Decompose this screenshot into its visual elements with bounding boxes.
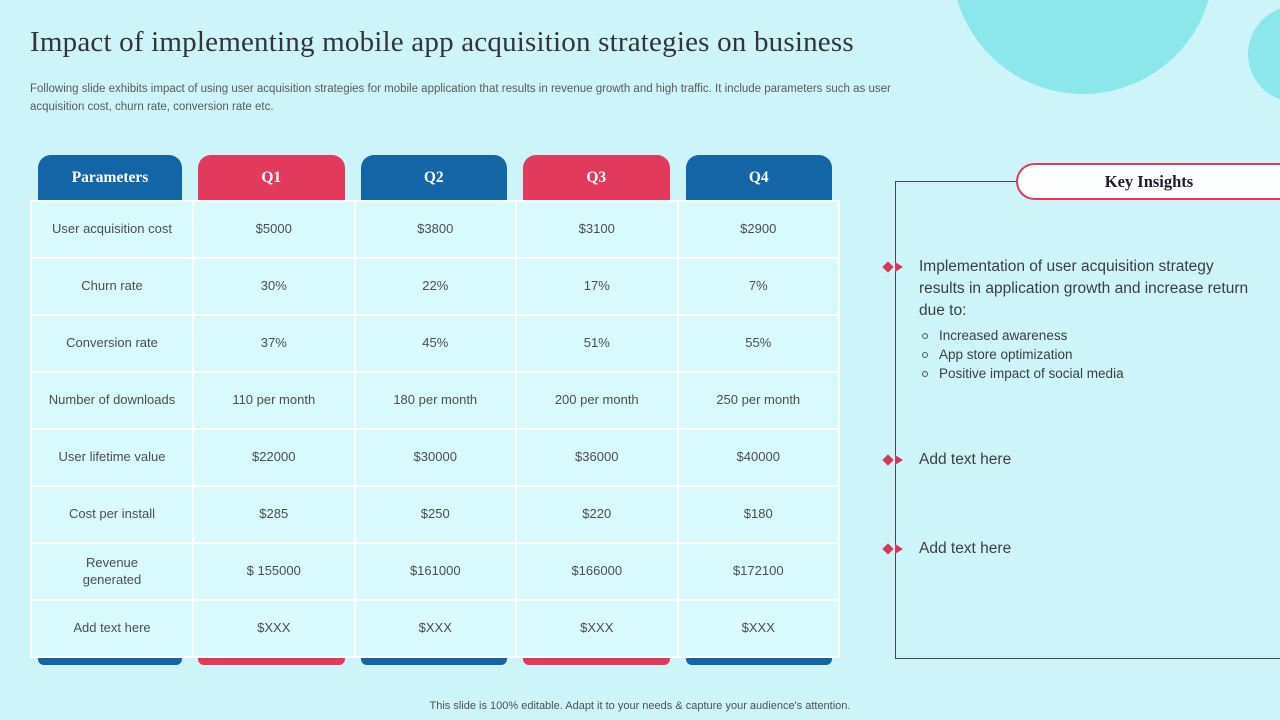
row-label: Number of downloads (32, 373, 192, 428)
table-cell: 55% (678, 316, 838, 371)
circle-bullet-icon (922, 370, 928, 377)
table-cell: $3800 (355, 202, 515, 257)
diamond-arrow-bullet-icon (882, 454, 903, 466)
table-body: User acquisition cost $5000 $3800 $3100 … (30, 200, 840, 658)
column-accent-bar (523, 658, 670, 665)
table-cell: 7% (678, 259, 838, 314)
insight-item: Add text here (882, 449, 1260, 471)
diamond-arrow-bullet-icon (882, 543, 903, 555)
table-header-row: Parameters Q1 Q2 Q3 Q4 (30, 155, 840, 200)
insight-subitem-text: Increased awareness (939, 328, 1068, 343)
table-cell: 250 per month (678, 373, 838, 428)
column-accent-bar (38, 658, 182, 665)
diamond-arrow-bullet-icon (882, 261, 903, 273)
insights-connector-bottom (895, 658, 1280, 659)
table-cell: 200 per month (517, 373, 677, 428)
table-cell: $22000 (194, 430, 354, 485)
table-cell: $166000 (517, 544, 677, 599)
table-cell: 180 per month (355, 373, 515, 428)
arrow-shape (895, 544, 903, 554)
diamond-shape (882, 454, 894, 466)
table-cell: $XXX (355, 601, 515, 656)
row-label: Cost per install (32, 487, 192, 542)
row-label: Conversion rate (32, 316, 192, 371)
diamond-shape (882, 543, 894, 555)
row-label: User lifetime value (32, 430, 192, 485)
table-cell: $40000 (678, 430, 838, 485)
table-cell: $36000 (517, 430, 677, 485)
table-cell: 110 per month (194, 373, 354, 428)
row-label: Churn rate (32, 259, 192, 314)
table-cell: $220 (517, 487, 677, 542)
insight-item: Implementation of user acquisition strat… (882, 256, 1260, 383)
insight-text: Implementation of user acquisition strat… (919, 258, 1249, 319)
header-q3: Q3 (523, 155, 670, 200)
insight-subitem-text: Positive impact of social media (939, 366, 1124, 381)
arrow-shape (895, 455, 903, 465)
circle-bullet-icon (922, 351, 928, 358)
table-cell: $172100 (678, 544, 838, 599)
header-q4: Q4 (685, 155, 832, 200)
insight-text: Add text here (919, 451, 1012, 468)
column-accent-bar (360, 658, 507, 665)
table-cell: $250 (355, 487, 515, 542)
table-cell: $ 155000 (194, 544, 354, 599)
table-cell: 17% (517, 259, 677, 314)
table-cell: $XXX (194, 601, 354, 656)
decorative-blob-icon (952, 0, 1214, 94)
insight-subitem: Positive impact of social media (919, 364, 1260, 383)
table-cell: $30000 (355, 430, 515, 485)
insights-connector-top (895, 181, 1018, 182)
insight-subitem: App store optimization (919, 345, 1260, 364)
table-cell: 22% (355, 259, 515, 314)
slide-footer-note: This slide is 100% editable. Adapt it to… (429, 700, 851, 712)
decorative-blob-small-icon (1248, 6, 1280, 102)
table-cell: $180 (678, 487, 838, 542)
diamond-shape (882, 261, 894, 273)
table-cell: $XXX (517, 601, 677, 656)
page-title: Impact of implementing mobile app acquis… (30, 26, 854, 58)
row-label-text: Revenue generated (82, 555, 142, 587)
row-label: Revenue generated (32, 544, 192, 599)
quarterly-metrics-table: Parameters Q1 Q2 Q3 Q4 User acquisition … (30, 155, 840, 665)
table-cell: $2900 (678, 202, 838, 257)
table-cell: 30% (194, 259, 354, 314)
key-insights-title: Key Insights (1016, 163, 1280, 200)
table-cell: $3100 (517, 202, 677, 257)
table-cell: $XXX (678, 601, 838, 656)
table-cell: 51% (517, 316, 677, 371)
insight-subitem-text: App store optimization (939, 347, 1073, 362)
table-cell: $161000 (355, 544, 515, 599)
insight-text: Add text here (919, 540, 1012, 557)
table-cell: $285 (194, 487, 354, 542)
table-cell: 37% (194, 316, 354, 371)
table-cell: 45% (355, 316, 515, 371)
header-parameters: Parameters (38, 155, 182, 200)
insight-sublist: Increased awareness App store optimizati… (919, 326, 1260, 383)
column-accent-bar (198, 658, 345, 665)
table-cell: $5000 (194, 202, 354, 257)
arrow-shape (895, 262, 903, 272)
slide-subtitle: Following slide exhibits impact of using… (30, 83, 891, 114)
header-q1: Q1 (198, 155, 345, 200)
row-label: User acquisition cost (32, 202, 192, 257)
table-footer-bars (30, 658, 840, 665)
circle-bullet-icon (922, 332, 928, 339)
insight-subitem: Increased awareness (919, 326, 1260, 345)
header-q2: Q2 (360, 155, 507, 200)
insight-item: Add text here (882, 538, 1260, 560)
column-accent-bar (685, 658, 832, 665)
row-label: Add text here (32, 601, 192, 656)
insights-connector-vertical (895, 181, 896, 659)
